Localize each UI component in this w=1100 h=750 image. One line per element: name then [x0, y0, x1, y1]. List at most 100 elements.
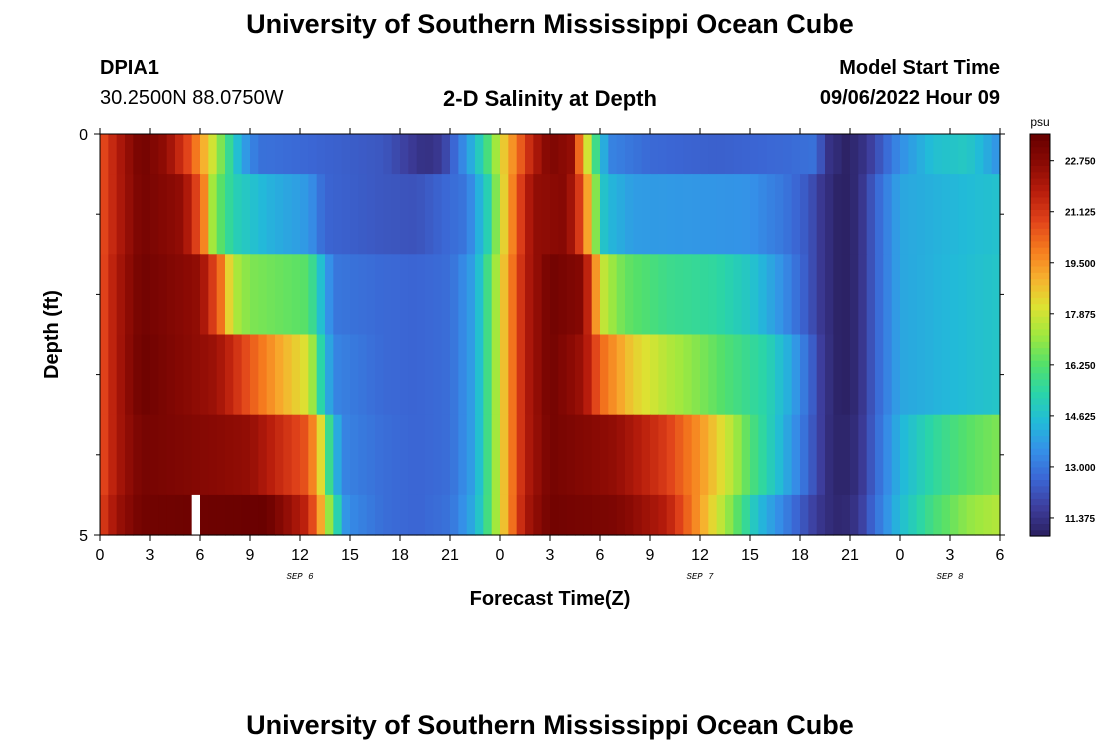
- heatmap-cell-3-15: [350, 334, 359, 416]
- heatmap-cell-0-44.5: [841, 134, 851, 175]
- heatmap-cell-5-48.5: [908, 494, 918, 536]
- colorbar-segment-53: [1030, 196, 1050, 204]
- heatmap-cell-2-10.5: [275, 254, 284, 336]
- heatmap-cell-2-1.5: [125, 254, 134, 336]
- x-axis-title: Forecast Time(Z): [470, 588, 631, 610]
- heatmap-cell-5-39.5: [758, 494, 768, 536]
- heatmap-cell-1-48.5: [908, 174, 918, 255]
- heatmap-cell-0-24: [500, 134, 509, 175]
- colorbar-segment-40: [1030, 278, 1050, 286]
- heatmap-cell-1-53.5: [991, 174, 1001, 255]
- heatmap-cell-5-38: [733, 494, 743, 536]
- heatmap-cell-1-29.5: [591, 174, 601, 255]
- heatmap-cell-3-45.5: [858, 334, 868, 416]
- heatmap-cell-2-36: [700, 254, 709, 336]
- heatmap-cell-5-36.5: [708, 494, 718, 536]
- heatmap-cell-3-34: [666, 334, 676, 416]
- heatmap-cell-4-40.5: [775, 414, 784, 496]
- heatmap-cell-1-24: [500, 174, 509, 255]
- heatmap-cell-2-46.5: [875, 254, 884, 336]
- heatmap-cell-0-2: [133, 134, 143, 175]
- heatmap-cell-0-19: [416, 134, 426, 175]
- heatmap-cell-0-40.5: [775, 134, 784, 175]
- heatmap-cell-4-14: [333, 414, 343, 496]
- heatmap-cell-0-31.5: [625, 134, 634, 175]
- heatmap-cell-2-51: [950, 254, 959, 336]
- heatmap-cell-3-24.5: [508, 334, 518, 416]
- x-date-label-2: SEP 8: [936, 572, 964, 582]
- heatmap-cell-3-16: [366, 334, 376, 416]
- heatmap-cell-1-40.5: [775, 174, 784, 255]
- heatmap-cell-5-44: [833, 494, 843, 536]
- heatmap-cell-5-3: [150, 494, 159, 536]
- heatmap-cell-5-52: [966, 494, 976, 536]
- heatmap-cell-5-53.5: [991, 494, 1001, 536]
- heatmap-cell-3-41.5: [791, 334, 801, 416]
- heatmap-cell-3-30.5: [608, 334, 618, 416]
- heatmap-cell-4-27: [550, 414, 559, 496]
- heatmap-cell-3-1.5: [125, 334, 134, 416]
- heatmap-cell-2-39: [750, 254, 759, 336]
- heatmap-cell-1-31.5: [625, 174, 634, 255]
- heatmap-cell-1-5: [183, 174, 193, 255]
- y-tick-label-0: 0: [79, 127, 88, 144]
- heatmap-cell-4-5.5: [191, 414, 201, 496]
- heatmap-cell-3-23.5: [491, 334, 501, 416]
- heatmap-cell-5-45: [850, 494, 859, 536]
- colorbar-segment-60: [1030, 152, 1050, 160]
- heatmap-cell-0-50.5: [941, 134, 951, 175]
- heatmap-cell-0-16: [366, 134, 376, 175]
- heatmap-cell-0-20: [433, 134, 443, 175]
- heatmap-cell-2-6.5: [208, 254, 218, 336]
- heatmap-cell-2-35: [683, 254, 693, 336]
- heatmap-cell-1-0.5: [108, 174, 118, 255]
- heatmap-cell-4-53: [983, 414, 993, 496]
- heatmap-cell-1-28.5: [575, 174, 584, 255]
- heatmap-cell-5-42: [800, 494, 809, 536]
- heatmap-cell-4-41: [783, 414, 793, 496]
- heatmap-cell-0-14.5: [341, 134, 351, 175]
- colorbar-segment-0: [1030, 529, 1050, 537]
- heatmap-cell-3-5: [183, 334, 193, 416]
- heatmap-cell-5-22: [466, 494, 476, 536]
- heatmap-cell-2-32: [633, 254, 643, 336]
- heatmap-cell-1-12: [300, 174, 309, 255]
- colorbar-segment-47: [1030, 234, 1050, 242]
- heatmap-cell-2-2.5: [141, 254, 151, 336]
- heatmap-cell-0-9: [250, 134, 259, 175]
- heatmap-cell-0-44: [833, 134, 843, 175]
- heatmap-cell-3-27.5: [558, 334, 568, 416]
- heatmap-cell-2-39.5: [758, 254, 768, 336]
- heatmap-cell-0-46: [866, 134, 876, 175]
- heatmap-cell-4-4: [166, 414, 176, 496]
- heatmap-cell-3-26: [533, 334, 543, 416]
- heatmap-cell-4-15: [350, 414, 359, 496]
- heatmap-cell-0-9.5: [258, 134, 268, 175]
- heatmap-cell-1-52.5: [975, 174, 984, 255]
- heatmap-cell-3-6: [200, 334, 209, 416]
- heatmap-cell-2-24.5: [508, 254, 518, 336]
- heatmap-cell-0-26: [533, 134, 543, 175]
- heatmap-cell-3-13.5: [325, 334, 334, 416]
- heatmap-cell-2-0.5: [108, 254, 118, 336]
- heatmap-cell-2-22.5: [475, 254, 484, 336]
- heatmap-cell-2-48.5: [908, 254, 918, 336]
- heatmap-cell-2-6: [200, 254, 209, 336]
- heatmap-cell-4-0.5: [108, 414, 118, 496]
- heatmap-cell-3-50.5: [941, 334, 951, 416]
- heatmap-cell-0-20.5: [441, 134, 451, 175]
- heatmap-cell-4-4.5: [175, 414, 184, 496]
- heatmap-cell-4-35.5: [691, 414, 701, 496]
- heatmap-cell-1-37: [716, 174, 726, 255]
- heatmap-cell-0-4.5: [175, 134, 184, 175]
- colorbar-segment-51: [1030, 209, 1050, 217]
- heatmap-cell-2-13: [316, 254, 326, 336]
- heatmap-cell-5-33.5: [658, 494, 668, 536]
- heatmap-cell-5-51: [950, 494, 959, 536]
- heatmap-cell-2-12.5: [308, 254, 318, 336]
- heatmap-cell-3-30: [600, 334, 609, 416]
- heatmap-cell-0-32: [633, 134, 643, 175]
- heatmap-cell-1-2: [133, 174, 143, 255]
- heatmap-cell-4-39.5: [758, 414, 768, 496]
- heatmap-cell-3-45: [850, 334, 859, 416]
